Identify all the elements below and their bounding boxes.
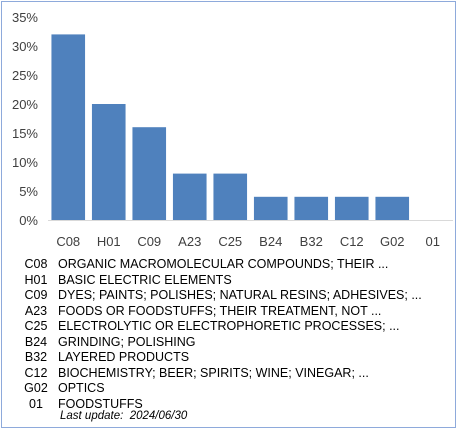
legend-code: C09	[24, 288, 48, 302]
bar-G02	[375, 196, 410, 220]
x-axis: C08 H01 C09 A23 C25 B24 B32 C12 G02 01	[56, 234, 440, 249]
legend-description: BASIC ELECTRIC ELEMENTS	[58, 272, 232, 287]
x-tick-label: H01	[97, 234, 121, 249]
y-tick-label: 5%	[19, 184, 38, 199]
legend-code: A23	[24, 303, 48, 318]
legend-item: B24 GRINDING; POLISHING	[14, 335, 450, 351]
bar-chart: 0% 5% 10% 15% 20% 25% 30% 35% C08 H01 C09 A23 C25 B2…	[12, 10, 453, 249]
legend-code: B24	[24, 334, 48, 349]
legend-item: C08 ORGANIC MACROMOLECULAR COMPOUNDS; THE…	[14, 257, 450, 273]
legend-code: C12	[24, 365, 48, 380]
y-tick-label: 30%	[12, 39, 38, 54]
legend-item: C25 ELECTROLYTIC OR ELECTROPHORETIC PROCE…	[14, 319, 450, 335]
x-tick-label: C25	[218, 234, 242, 249]
legend-code: C08	[24, 257, 48, 271]
legend-item: C09 DYES; PAINTS; POLISHES; NATURAL RESIN…	[14, 288, 450, 304]
legend-item: H01 BASIC ELECTRIC ELEMENTS	[14, 273, 450, 289]
x-tick-label: G02	[380, 234, 405, 249]
bar-H01	[91, 104, 126, 220]
legend-description: OPTICS	[58, 381, 105, 395]
y-tick-label: 10%	[12, 155, 38, 170]
y-axis: 0% 5% 10% 15% 20% 25% 30% 35%	[12, 10, 38, 228]
bar-B24	[253, 196, 288, 220]
legend-description: GRINDING; POLISHING	[58, 334, 196, 349]
legend-description: FOODSTUFFS	[58, 396, 143, 411]
x-tick-label: C09	[137, 234, 161, 249]
y-tick-label: 35%	[12, 10, 38, 25]
bar-C08	[51, 34, 86, 221]
legend-description: FOODS OR FOODSTUFFS; THEIR TREATMENT, NO…	[58, 303, 382, 318]
x-tick-label: C12	[340, 234, 364, 249]
legend-code: C25	[24, 319, 48, 333]
legend-code: 01	[29, 396, 43, 411]
last-update: Last update: 2024/06/30	[60, 410, 188, 422]
bar-B32	[294, 196, 329, 220]
legend-description: ORGANIC MACROMOLECULAR COMPOUNDS; THEIR …	[58, 257, 389, 271]
bar-C09	[132, 127, 167, 220]
legend-code: B32	[24, 350, 48, 364]
x-tick-label: 01	[426, 234, 440, 249]
legend-code: G02	[24, 381, 48, 395]
legend-item: B32 LAYERED PRODUCTS	[14, 350, 450, 366]
x-tick-label: B24	[259, 234, 282, 249]
legend-item: C12 BIOCHEMISTRY; BEER; SPIRITS; WINE; VI…	[14, 366, 450, 382]
x-tick-label: B32	[300, 234, 323, 249]
legend-item: A23 FOODS OR FOODSTUFFS; THEIR TREATMENT,…	[14, 304, 450, 320]
y-tick-label: 25%	[12, 68, 38, 83]
bar-C25	[213, 173, 248, 220]
legend-item: G02 OPTICS	[14, 381, 450, 397]
bars	[51, 34, 410, 221]
legend-description: ELECTROLYTIC OR ELECTROPHORETIC PROCESSE…	[58, 319, 400, 333]
legend-item: 01 FOODSTUFFS	[14, 397, 450, 413]
x-tick-label: A23	[178, 234, 201, 249]
legend-description: LAYERED PRODUCTS	[58, 350, 190, 364]
y-tick-label: 0%	[19, 213, 38, 228]
y-tick-label: 15%	[12, 126, 38, 141]
x-tick-label: C08	[56, 234, 80, 249]
y-tick-label: 20%	[12, 97, 38, 112]
legend-description: BIOCHEMISTRY; BEER; SPIRITS; WINE; VINEG…	[58, 365, 369, 380]
bar-A23	[172, 173, 207, 220]
legend-code: H01	[24, 272, 48, 287]
legend-description: DYES; PAINTS; POLISHES; NATURAL RESINS; …	[58, 288, 422, 302]
category-legend: C08 ORGANIC MACROMOLECULAR COMPOUNDS; THE…	[14, 257, 450, 412]
bar-C12	[334, 196, 369, 220]
